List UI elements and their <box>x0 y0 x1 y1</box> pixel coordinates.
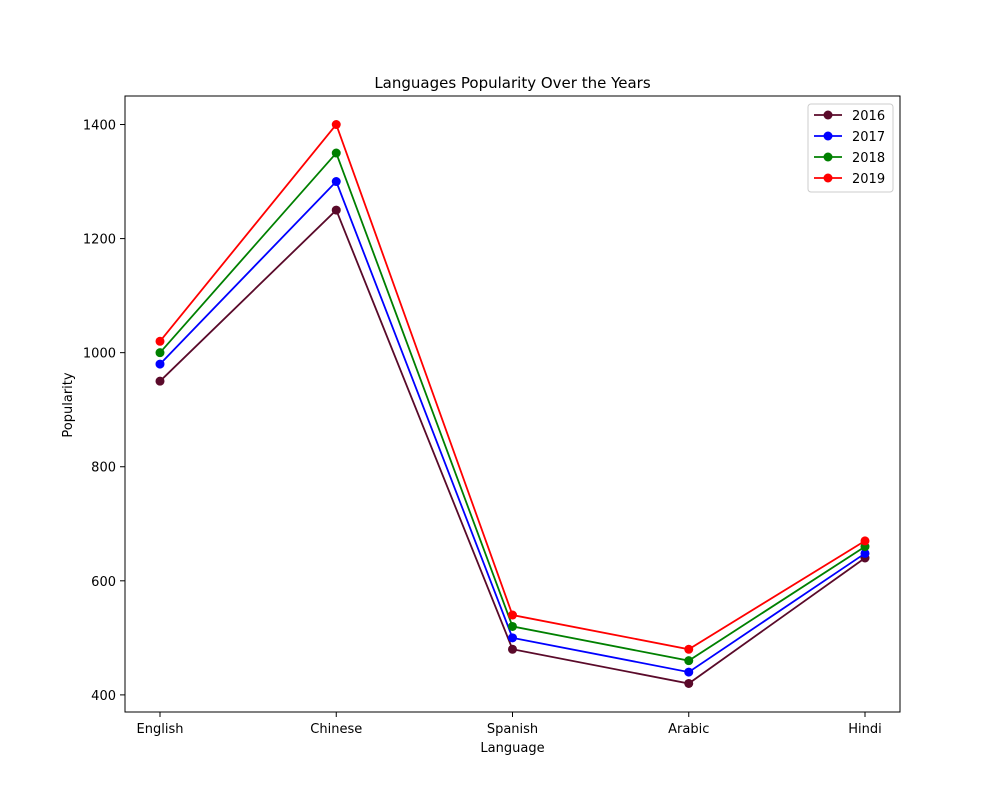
y-tick-label: 600 <box>91 575 116 590</box>
x-tick-label: Chinese <box>310 722 362 737</box>
y-axis-title: Popularity <box>61 372 76 437</box>
data-point-2016 <box>331 205 341 215</box>
legend: 2016 2017 2018 2019 <box>807 103 894 193</box>
series-line-2017 <box>159 179 866 674</box>
legend-entry-2019: 2019 <box>814 172 885 187</box>
legend-label: 2016 <box>852 109 885 124</box>
data-point-2018 <box>155 348 165 358</box>
y-tick-label: 800 <box>91 461 116 476</box>
series-2018 <box>155 148 870 666</box>
x-tick-label: Arabic <box>668 722 709 737</box>
data-point-2016 <box>684 678 694 688</box>
series-2019 <box>155 120 870 654</box>
data-point-2019 <box>684 644 694 654</box>
legend-marker <box>823 131 833 141</box>
data-point-2019 <box>508 610 517 620</box>
data-point-2017 <box>508 633 517 643</box>
y-tick-label: 400 <box>91 689 116 704</box>
data-point-2017 <box>155 359 165 369</box>
data-point-2016 <box>508 644 517 654</box>
chart-title: Languages Popularity Over the Years <box>374 74 651 92</box>
data-point-2018 <box>331 148 341 158</box>
legend-entry-2016: 2016 <box>814 109 885 124</box>
x-tick-label: Hindi <box>848 722 882 737</box>
legend-entry-2018: 2018 <box>814 151 885 166</box>
legend-label: 2018 <box>852 151 885 166</box>
legend-entry-2017: 2017 <box>814 130 885 145</box>
data-point-2019 <box>155 336 165 346</box>
x-tick-label: Spanish <box>487 722 538 737</box>
data-point-2017 <box>860 548 870 558</box>
y-tick-label: 1400 <box>83 119 116 134</box>
data-point-2017 <box>684 667 694 677</box>
legend-box <box>807 103 894 193</box>
legend-marker <box>823 110 833 120</box>
series-2017 <box>155 177 870 677</box>
legend-marker <box>823 152 833 162</box>
y-tick-label: 1200 <box>83 233 116 248</box>
data-point-2019 <box>331 120 341 130</box>
data-point-2016 <box>155 376 165 386</box>
series-line-2019 <box>159 122 866 651</box>
x-axis-title: Language <box>480 741 544 756</box>
data-point-2018 <box>508 621 517 631</box>
x-tick-label: English <box>137 722 184 737</box>
legend-label: 2019 <box>852 172 885 187</box>
series-layer <box>155 120 870 688</box>
series-line-2018 <box>159 151 866 662</box>
data-point-2017 <box>331 177 341 187</box>
axes: English Chinese Spanish Arabic Hindi 400 600 80… <box>83 95 901 737</box>
y-tick-label: 1000 <box>83 347 116 362</box>
data-point-2018 <box>684 656 694 666</box>
series-2016 <box>155 205 870 688</box>
data-point-2019 <box>860 536 870 546</box>
legend-marker <box>823 173 833 183</box>
legend-label: 2017 <box>852 130 885 145</box>
plot-frame <box>124 95 901 713</box>
